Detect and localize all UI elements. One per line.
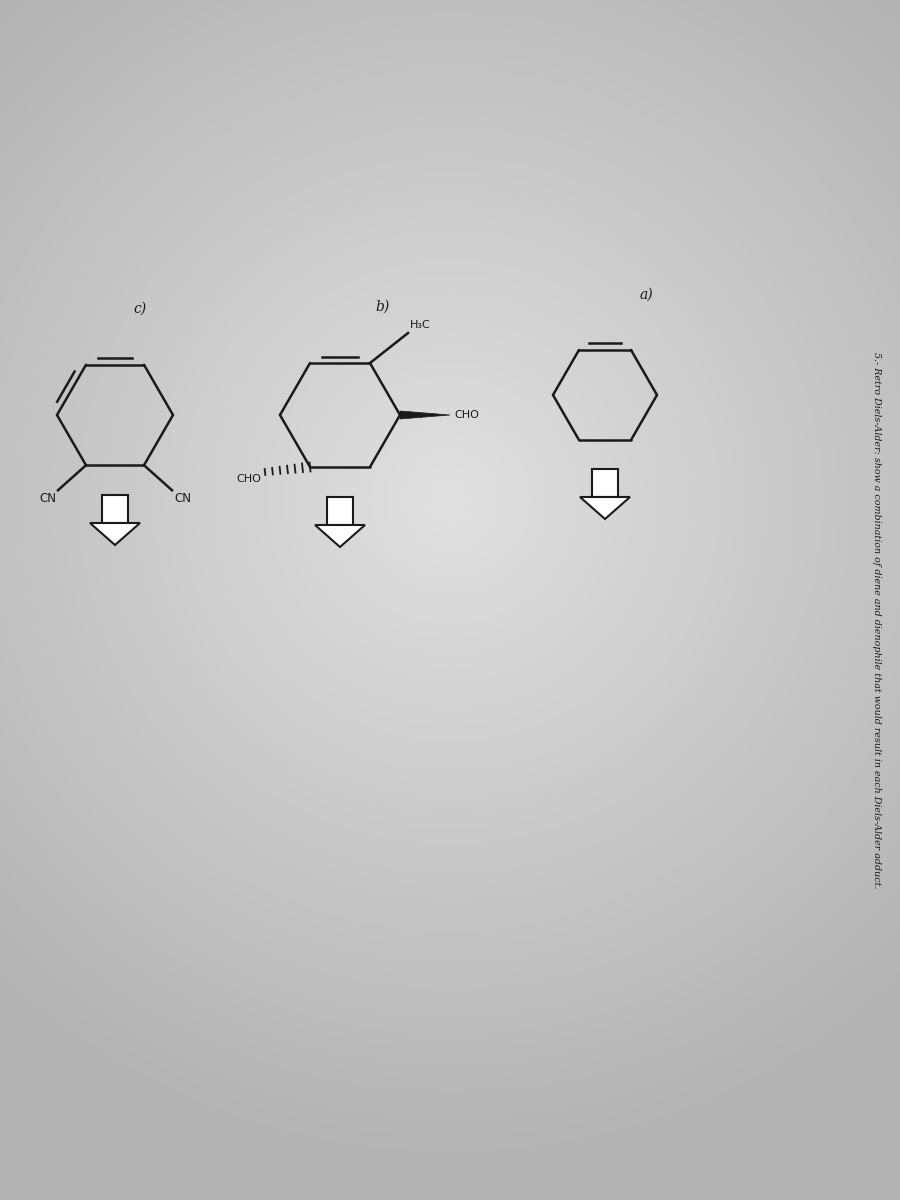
Text: a): a) — [640, 288, 653, 302]
Polygon shape — [580, 497, 630, 518]
Text: b): b) — [375, 300, 389, 314]
Text: CN: CN — [174, 492, 191, 505]
Text: c): c) — [133, 302, 146, 316]
Polygon shape — [327, 497, 353, 526]
Polygon shape — [592, 469, 618, 497]
Polygon shape — [102, 494, 128, 523]
Polygon shape — [400, 410, 450, 419]
Polygon shape — [90, 523, 140, 545]
Text: CN: CN — [39, 492, 56, 505]
Text: CHO: CHO — [236, 474, 261, 484]
Polygon shape — [315, 526, 365, 547]
Text: H₃C: H₃C — [410, 320, 431, 330]
Text: CHO: CHO — [454, 410, 479, 420]
Text: 5.- Retro Diels-Alder: show a combination of diene and dienophile that would res: 5.- Retro Diels-Alder: show a combinatio… — [872, 352, 881, 888]
